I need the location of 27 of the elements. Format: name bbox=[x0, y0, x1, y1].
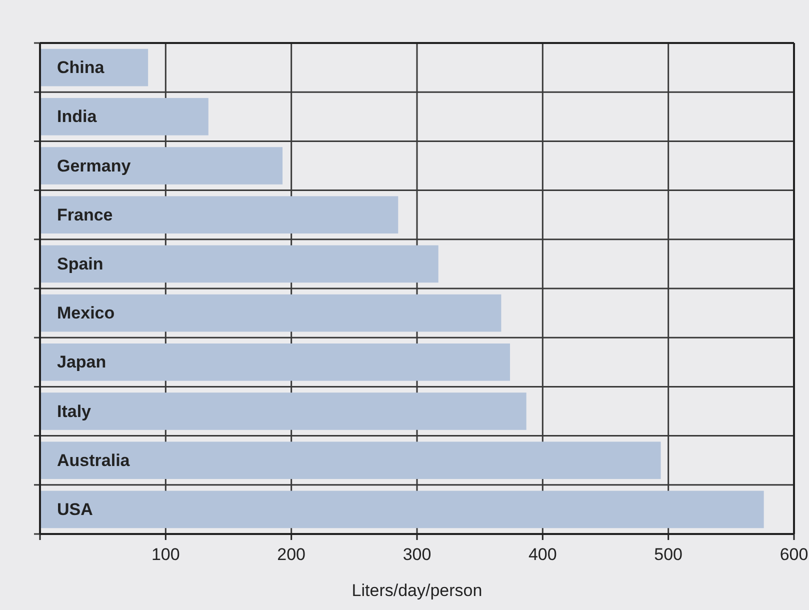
y-tick-label: Mexico bbox=[57, 304, 115, 323]
bar bbox=[40, 147, 283, 184]
bar bbox=[40, 245, 438, 283]
y-tick-label: Italy bbox=[57, 402, 92, 421]
y-tick-label: Spain bbox=[57, 254, 104, 274]
bar bbox=[40, 98, 208, 136]
x-tick-label: 200 bbox=[277, 545, 306, 564]
bar bbox=[40, 196, 398, 234]
bar bbox=[40, 48, 148, 86]
y-tick-label: China bbox=[57, 58, 105, 78]
y-tick-label: USA bbox=[57, 500, 93, 519]
y-tick-label: France bbox=[57, 205, 113, 224]
bar bbox=[40, 392, 526, 430]
x-tick-label: 400 bbox=[528, 545, 557, 564]
x-tick-label: 500 bbox=[654, 545, 683, 564]
bar bbox=[40, 343, 510, 381]
bar bbox=[40, 442, 661, 480]
bar bbox=[40, 294, 502, 332]
y-tick-label: Japan bbox=[57, 352, 106, 372]
y-tick-label: India bbox=[57, 107, 98, 126]
x-tick-label: 600 bbox=[780, 545, 808, 564]
y-tick-label: Germany bbox=[57, 156, 132, 176]
x-tick-label: 300 bbox=[402, 545, 432, 564]
x-tick-label: 100 bbox=[151, 545, 180, 564]
x-axis-title: Liters/day/person bbox=[352, 581, 482, 600]
bar bbox=[40, 490, 764, 528]
y-tick-label: Australia bbox=[57, 450, 130, 470]
